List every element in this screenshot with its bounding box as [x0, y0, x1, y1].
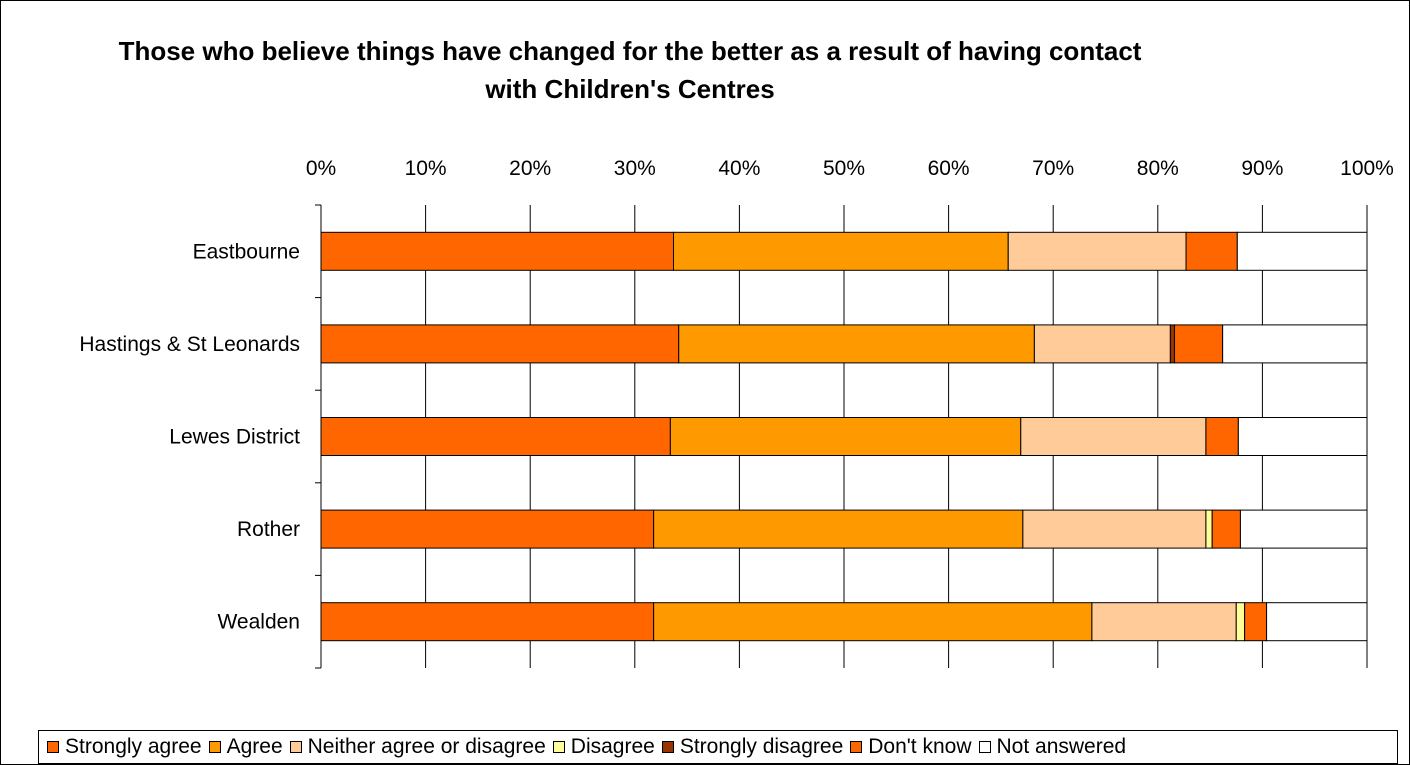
- bar-segment: [1205, 509, 1213, 549]
- legend-item: Strongly agree: [47, 735, 202, 759]
- category-label: Eastbourne: [193, 240, 300, 263]
- bar-segment: [1174, 324, 1224, 364]
- legend-label: Don't know: [868, 735, 972, 758]
- legend-item: Don't know: [850, 735, 972, 759]
- bar-segment: [678, 324, 1035, 364]
- legend-item: Disagree: [552, 735, 655, 759]
- bar-segment: [1205, 417, 1239, 456]
- x-tick-label: 0%: [306, 157, 336, 180]
- bar-segment: [1239, 509, 1368, 549]
- legend-label: Neither agree or disagree: [307, 735, 546, 758]
- chart-plot: 0% 10% 20% 30% 40% 50% 60% 70% 80% 90% 100% Eastbou…: [79, 157, 1394, 669]
- bar-segment: [1237, 417, 1368, 456]
- legend-item: Strongly disagree: [661, 735, 844, 759]
- bar-segment: [320, 509, 655, 549]
- x-tick-label: 10%: [405, 157, 447, 180]
- legend-label: Agree: [226, 735, 283, 758]
- bar-segment: [653, 602, 1093, 642]
- x-tick-label: 20%: [509, 157, 551, 180]
- legend-item: Neither agree or disagree: [289, 735, 546, 759]
- legend-swatch: [289, 741, 302, 753]
- x-tick-label: 100%: [1340, 157, 1394, 180]
- bar-segment: [1020, 417, 1207, 456]
- legend-swatch: [47, 741, 59, 753]
- bar-segment: [1236, 231, 1368, 271]
- bar-segment: [1091, 602, 1237, 642]
- bar-segment: [1169, 324, 1176, 364]
- legend-label: Disagree: [570, 735, 655, 758]
- legend-item: Not answered: [978, 735, 1127, 759]
- legend-swatch: [208, 741, 221, 753]
- bar-segment: [320, 602, 655, 642]
- x-tick-label: 40%: [718, 157, 760, 180]
- bar-segment: [1244, 602, 1268, 642]
- x-tick-label: 60%: [928, 157, 970, 180]
- legend-label: Not answered: [996, 735, 1127, 758]
- bar-segment: [1211, 509, 1241, 549]
- chart-legend: Strongly agree Agree Neither agree or disa…: [38, 730, 1398, 764]
- bar-segment: [1222, 324, 1368, 364]
- bar-segment: [673, 231, 1009, 271]
- bar-segment: [669, 417, 1022, 456]
- bar-segment: [1235, 602, 1246, 642]
- bar-segment: [1185, 231, 1238, 271]
- bar-segment: [1266, 602, 1368, 642]
- legend-swatch: [850, 741, 863, 753]
- legend-swatch: [978, 741, 991, 753]
- bar-segment: [1033, 324, 1171, 364]
- x-tick-label: 50%: [823, 157, 865, 180]
- legend-swatch: [552, 741, 565, 753]
- legend-item: Agree: [208, 735, 283, 759]
- x-tick-label: 70%: [1032, 157, 1074, 180]
- bar-segment: [1007, 231, 1187, 271]
- bar-segment: [320, 324, 680, 364]
- bar-segment: [653, 509, 1024, 549]
- category-label: Hastings & St Leonards: [79, 333, 300, 356]
- chart-title: Those who believe things have changed fo…: [118, 36, 1142, 104]
- x-tick-label: 30%: [614, 157, 656, 180]
- bar-segment: [320, 417, 671, 456]
- bar-segment: [1022, 509, 1207, 549]
- legend-label: Strongly agree: [65, 735, 202, 758]
- bar-segment: [320, 231, 675, 271]
- category-label: Wealden: [217, 611, 300, 634]
- category-label: Lewes District: [169, 426, 300, 449]
- x-tick-label: 80%: [1137, 157, 1179, 180]
- x-tick-label: 90%: [1241, 157, 1283, 180]
- legend-swatch: [661, 741, 674, 753]
- legend-label: Strongly disagree: [679, 735, 844, 758]
- category-label: Rother: [237, 518, 300, 541]
